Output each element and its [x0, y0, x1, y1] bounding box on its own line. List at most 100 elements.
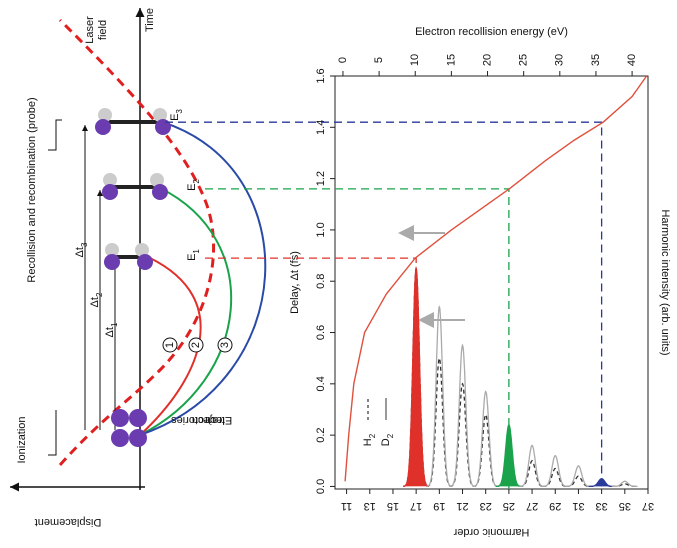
bracket: [48, 119, 62, 456]
delay-label-main: Δt: [104, 327, 116, 337]
delay-label-sub: 2: [95, 292, 104, 297]
energy-label-sub: 1: [192, 249, 201, 254]
energy-label-main: E: [186, 254, 198, 261]
time-label: Time: [144, 8, 156, 32]
harmonic-peak: [449, 343, 476, 488]
x-tick-label: 0: [337, 57, 349, 63]
delay-label-main: Δt: [89, 297, 101, 307]
energy-label: E1: [186, 249, 201, 261]
delay-curve: [344, 75, 648, 482]
schematic: [10, 8, 465, 492]
trajectory: [139, 187, 233, 436]
x-tick-label: 30: [554, 54, 566, 66]
recollision-label: Recollision and recombination (probe): [26, 97, 38, 282]
x2-axis-label: Harmonic order: [453, 526, 529, 538]
laser-field: [58, 18, 216, 466]
harmonic-peak: [611, 480, 638, 488]
legend-label-main: H: [362, 438, 374, 446]
harmonic-peak: [519, 444, 545, 488]
y-tick-label: 1.0: [315, 222, 327, 237]
y-tick-label: 1.4: [315, 120, 327, 135]
molecule: [111, 409, 147, 447]
x2-tick-label: 27: [526, 500, 538, 512]
delay-label-sub: 1: [110, 322, 119, 327]
number-circle: [217, 337, 233, 353]
legend-label: H2: [362, 433, 377, 446]
y-tick-label: 0.8: [315, 274, 327, 289]
x2-tick-label: 37: [642, 500, 654, 512]
delay-label: Δt2: [89, 292, 104, 307]
y-axis-label: Delay, Δt (fs): [289, 251, 301, 314]
harmonic-peak: [519, 460, 545, 488]
x2-tick-label: 25: [503, 500, 515, 512]
x2-tick-label: 17: [410, 500, 422, 512]
x2-tick-label: 29: [549, 500, 561, 512]
x2-tick-label: 19: [433, 500, 445, 512]
harmonic-peak: [565, 475, 592, 488]
y-tick-label: 1.2: [315, 171, 327, 186]
harmonic-peak: [565, 465, 592, 488]
trajectory-label: Electron: [192, 414, 232, 426]
x-tick-label: 25: [518, 54, 530, 66]
highlight-line: [205, 257, 417, 489]
x2-tick-label: 33: [596, 500, 608, 512]
laser-label: field: [97, 20, 109, 40]
plot-frame: [334, 75, 649, 490]
energy-label-sub: 3: [175, 109, 184, 114]
legend-label-main: D: [380, 438, 392, 446]
trajectory-label: trajectories: [171, 414, 225, 426]
harmonic-peak: [472, 390, 499, 488]
delay-label: Δt3: [74, 242, 89, 257]
y-tick-label: 0.6: [315, 325, 327, 340]
y-tick-label: 0.4: [315, 376, 327, 391]
highlight-line: [205, 188, 510, 489]
displacement-label: Displacement: [35, 516, 102, 528]
x2-tick-label: 35: [619, 500, 631, 512]
x2-tick-label: 13: [364, 500, 376, 512]
harmonic-peak: [542, 467, 568, 488]
energy-label-main: E: [186, 184, 198, 191]
x2-tick-label: 31: [572, 500, 584, 512]
x-tick-label: 20: [481, 54, 493, 66]
legend-label-sub: 2: [386, 433, 395, 438]
y-tick-label: 0.0: [315, 479, 327, 494]
x2-tick-label: 11: [341, 500, 352, 512]
x2-tick-label: 23: [480, 500, 492, 512]
laser-label: Laser: [84, 16, 96, 44]
x-tick-label: 10: [409, 54, 421, 66]
trajectory-number: 1: [164, 342, 176, 348]
trajectory-number: 3: [219, 342, 231, 348]
x-tick-label: 5: [373, 57, 385, 63]
y-tick-label: 0.2: [315, 427, 327, 442]
legend-label-sub: 2: [368, 433, 377, 438]
trajectory: [139, 122, 267, 436]
ionization-label: Ionization: [16, 416, 28, 463]
x-axis-label: Electron recollision energy (eV): [415, 26, 568, 38]
harmonic-peak: [449, 382, 476, 488]
trajectory-number: 2: [190, 342, 202, 348]
delay-label-sub: 3: [80, 242, 89, 247]
energy-label-main: E: [169, 114, 181, 121]
delay-label-main: Δt: [74, 247, 86, 257]
harmonic-peak: [426, 305, 452, 488]
number-circle: [162, 337, 178, 353]
number-circle: [188, 337, 204, 353]
x2-tick-label: 21: [456, 500, 468, 512]
x-tick-label: 35: [590, 54, 602, 66]
energy-label-sub: 2: [192, 179, 201, 184]
highlight-line: [165, 121, 603, 489]
x-tick-label: 40: [626, 54, 638, 66]
delay-label: Δt1: [104, 322, 119, 337]
harmonic-peak: [426, 356, 453, 488]
y2-axis-label: Harmonic intensity (arb. units): [659, 209, 671, 355]
harmonic-peak: [542, 455, 568, 488]
harmonic-peak: [472, 413, 499, 488]
x2-tick-label: 15: [387, 500, 399, 512]
legend-label: D2: [380, 433, 395, 446]
y-tick-label: 1.6: [315, 68, 327, 83]
molecule: [95, 108, 171, 270]
x-tick-label: 15: [445, 54, 457, 66]
energy-label: E2: [186, 179, 201, 191]
energy-label: E3: [169, 109, 184, 121]
